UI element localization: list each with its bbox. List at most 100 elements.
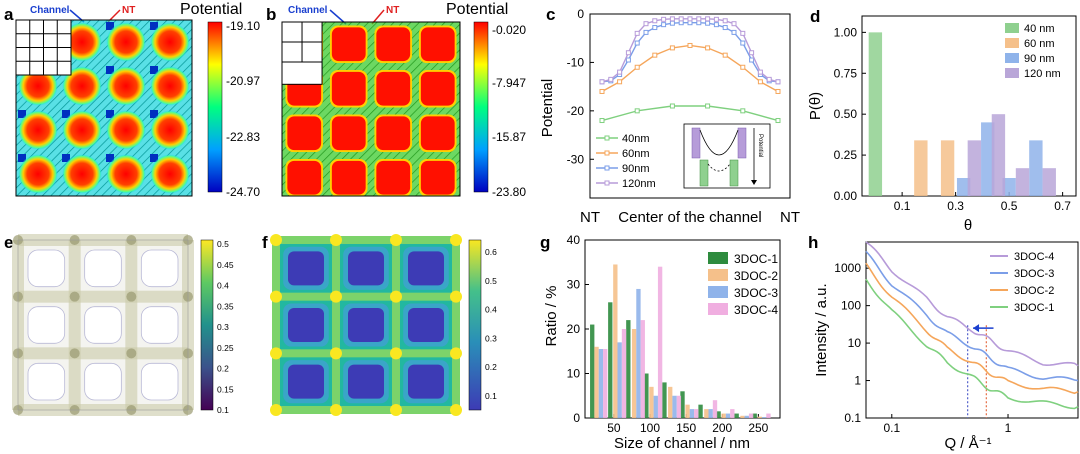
potential-square — [420, 116, 455, 151]
data-point — [687, 42, 693, 48]
bar — [626, 320, 631, 418]
x-tick-label: 50 — [607, 421, 621, 435]
field-band — [276, 236, 456, 244]
x-tick-label: 150 — [676, 421, 696, 435]
data-point — [599, 118, 605, 124]
cell — [84, 249, 122, 288]
data-point — [634, 30, 640, 36]
data-point — [775, 79, 781, 85]
cell — [84, 306, 122, 344]
potential-blob — [106, 110, 146, 150]
y-tick-label: 0 — [577, 7, 584, 21]
potential-square — [420, 160, 455, 195]
colorbar-tick: -23.80 — [492, 185, 526, 199]
potential-square — [376, 71, 411, 106]
bar — [621, 329, 627, 418]
cell — [140, 362, 179, 401]
colorbar-tick: 0.3 — [217, 322, 229, 332]
bar — [1002, 178, 1016, 196]
legend-swatch — [1005, 38, 1019, 48]
colorbar-tick: 0.35 — [217, 301, 234, 311]
x-tick-label: 0.5 — [1001, 199, 1018, 213]
panel-a: a Potential Channel NT -19.10 -20.97 -22… — [4, 1, 260, 199]
x-axis-label: Q / Å⁻¹ — [944, 435, 991, 452]
data-point — [696, 16, 702, 22]
bar — [636, 288, 641, 418]
x-axis-label: NT — [580, 209, 600, 226]
data-point — [643, 29, 649, 35]
series-line-3DOC-3 — [865, 250, 1079, 382]
colorbar-tick: 0.15 — [217, 384, 234, 394]
y-tick-label: 30 — [567, 278, 581, 292]
legend-label: 3DOC-1 — [1014, 302, 1054, 314]
panel-letter: e — [4, 233, 13, 252]
vector-field-map — [12, 234, 194, 416]
potential-blob — [62, 22, 102, 62]
colorbar-ticks: 0.5 0.45 0.4 0.35 0.3 0.25 0.2 0.15 0.1 — [217, 239, 234, 415]
panel-letter: b — [266, 5, 276, 24]
data-point — [634, 108, 640, 114]
data-point — [599, 88, 605, 94]
potential-blob — [150, 110, 190, 150]
legend-marker — [604, 180, 610, 186]
bar — [653, 395, 658, 418]
y-tick-label: -20 — [567, 104, 585, 118]
panel-letter: c — [546, 5, 555, 24]
bar — [644, 373, 649, 418]
potential-blob — [18, 66, 58, 106]
cell — [84, 362, 122, 401]
potential-blob — [62, 110, 102, 150]
cell — [348, 251, 384, 286]
cell — [140, 306, 179, 344]
colorbar-tick: -0.020 — [492, 23, 526, 37]
blue-spot — [150, 66, 158, 74]
bar — [657, 266, 663, 418]
bar — [608, 302, 613, 418]
node — [390, 404, 402, 416]
y-tick-label: 10 — [848, 336, 862, 350]
potential-blob — [150, 66, 190, 106]
y-tick-label: 0.00 — [834, 189, 858, 203]
series-line-40nm — [601, 105, 779, 122]
colorbar-tick: 0.6 — [485, 247, 497, 257]
blue-spot — [62, 154, 70, 162]
y-tick-label: 10 — [567, 367, 581, 381]
data-point — [678, 16, 684, 22]
potential-map — [281, 21, 461, 197]
frame — [17, 239, 189, 411]
bar — [708, 409, 713, 418]
y-tick-label: 1.00 — [834, 25, 858, 39]
potential-blob — [106, 66, 146, 106]
potential-square — [376, 27, 411, 62]
chart-c: c 0 -10 -20 -30 Potential NT Center of the chan… — [539, 5, 800, 226]
bar — [603, 349, 608, 418]
bar — [694, 409, 699, 418]
y-tick-label: 1000 — [834, 261, 861, 275]
legend-marker — [604, 165, 610, 171]
colorbar-ticks: 0.6 0.5 0.4 0.3 0.2 0.1 — [485, 247, 497, 401]
data-point — [625, 50, 631, 56]
cell — [288, 364, 324, 399]
legend-swatch — [1005, 53, 1019, 63]
y-tick-label: 0.1 — [844, 411, 861, 425]
y-tick-label: 0.25 — [834, 148, 858, 162]
colorbar-tick: 0.45 — [217, 260, 234, 270]
x-axis-label: Center of the channel — [618, 209, 761, 226]
channel-label: Channel — [30, 5, 70, 16]
data-point — [757, 79, 763, 85]
bar — [598, 349, 604, 418]
node — [450, 404, 462, 416]
potential-square — [287, 160, 322, 195]
bar — [757, 416, 762, 418]
data-point — [722, 18, 728, 24]
bar — [1029, 140, 1043, 196]
y-tick-label: 0 — [573, 411, 580, 425]
potential-square — [331, 27, 366, 62]
legend-swatch — [708, 252, 728, 264]
bar — [649, 386, 654, 418]
legend-label: 120nm — [622, 178, 656, 190]
node — [270, 290, 282, 303]
bar — [744, 415, 749, 418]
potential-square — [331, 160, 366, 195]
y-tick-label: 1 — [854, 374, 861, 388]
